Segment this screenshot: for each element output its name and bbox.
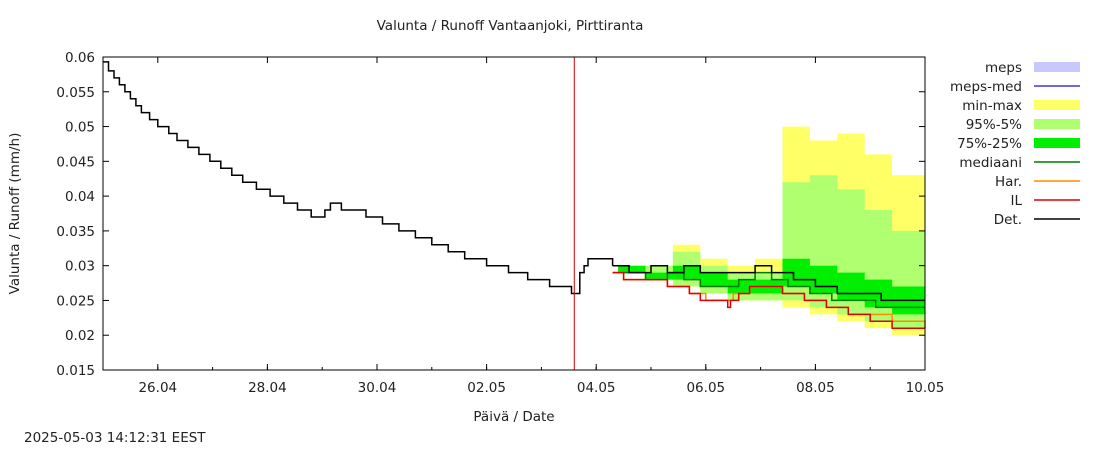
y-tick-label: 0.04 (65, 189, 95, 205)
legend-swatch (1034, 100, 1080, 110)
legend-swatch (1034, 62, 1080, 72)
legend-label: 95%-5% (966, 117, 1022, 133)
series-history-det (103, 61, 614, 295)
legend-label: Det. (994, 212, 1022, 228)
x-tick-label: 04.05 (577, 380, 616, 396)
legend-label: 75%-25% (957, 136, 1022, 152)
y-tick-label: 0.02 (65, 328, 95, 344)
series-det- (612, 264, 925, 302)
x-tick-label: 06.05 (686, 380, 725, 396)
y-tick-label: 0.015 (56, 363, 95, 379)
legend-label: Har. (995, 174, 1022, 190)
y-tick-label: 0.055 (56, 85, 95, 101)
x-tick-label: 26.04 (138, 380, 177, 396)
legend-swatch (1034, 138, 1080, 148)
legend-label: meps (985, 60, 1022, 76)
y-axis-label: Valunta / Runoff (mm/h) (7, 133, 23, 295)
y-tick-label: 0.03 (65, 259, 95, 275)
y-tick-label: 0.06 (65, 50, 95, 66)
x-tick-label: 02.05 (467, 380, 506, 396)
legend-label: IL (1010, 193, 1022, 209)
x-tick-label: 28.04 (248, 380, 287, 396)
legend-label: mediaani (959, 155, 1022, 171)
legend: meps meps-med min-max 95%-5% 75%-25% mediaani… (950, 60, 1080, 228)
y-tick-label: 0.035 (56, 224, 95, 240)
series-mediaani (612, 271, 925, 309)
chart-title: Valunta / Runoff Vantaanjoki, Pirttirant… (376, 18, 644, 34)
x-axis: 26.04 28.04 30.04 02.05 04.05 06.05 08.05 10.05 (102, 57, 945, 396)
x-tick-label: 08.05 (796, 380, 835, 396)
y-tick-label: 0.025 (56, 293, 95, 309)
y-tick-label: 0.05 (65, 120, 95, 136)
series-il (612, 271, 925, 330)
legend-label: meps-med (950, 79, 1022, 95)
x-tick-label: 10.05 (906, 380, 945, 396)
x-axis-label: Päivä / Date (473, 409, 554, 425)
y-axis: 0.06 0.055 0.05 0.045 0.04 0.035 0.03 0.025 0.02… (56, 50, 925, 379)
y-tick-label: 0.045 (56, 154, 95, 170)
legend-label: min-max (962, 98, 1022, 114)
legend-swatch (1034, 119, 1080, 129)
x-tick-label: 30.04 (358, 380, 397, 396)
forecast-bands (618, 126, 925, 343)
timestamp: 2025-05-03 14:12:31 EEST (24, 430, 206, 446)
plot-frame (102, 56, 926, 371)
series-lines (103, 61, 926, 330)
